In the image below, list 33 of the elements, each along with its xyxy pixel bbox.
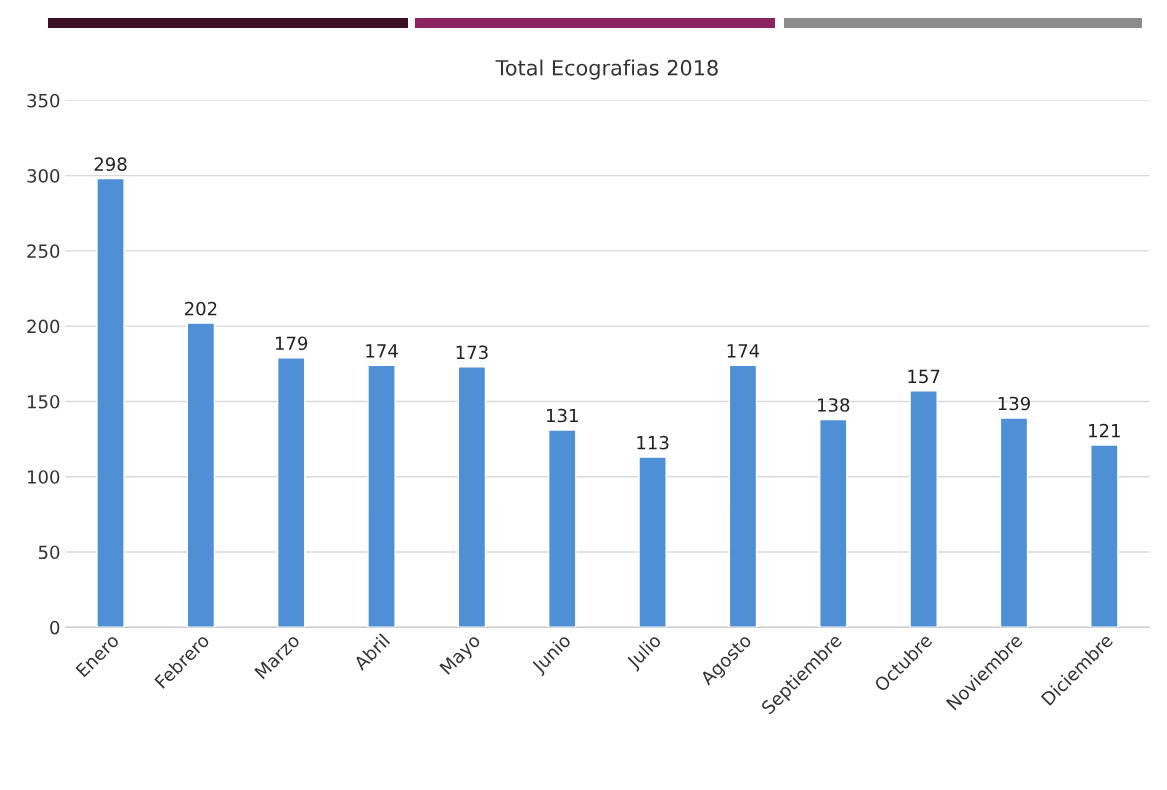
bar (276, 357, 306, 628)
y-tick-label: 50 (38, 545, 60, 560)
bar (728, 364, 758, 628)
y-tick-label: 350 (27, 93, 60, 108)
bar (457, 366, 487, 628)
bar (819, 418, 848, 628)
bar (367, 364, 396, 628)
y-tick-label: 0 (50, 620, 60, 635)
bar (96, 177, 125, 628)
bar (638, 456, 667, 628)
y-tick-label: 100 (28, 470, 60, 484)
data-label: 202 (184, 301, 217, 316)
y-tick-label: 200 (27, 319, 60, 334)
bar (999, 417, 1029, 628)
data-label: 139 (998, 396, 1030, 411)
y-tick-label: 250 (27, 244, 60, 258)
data-label: 174 (366, 344, 398, 358)
data-label: 298 (94, 157, 127, 171)
data-label: 121 (1089, 423, 1120, 438)
data-label: 131 (547, 408, 578, 423)
data-label: 113 (637, 435, 669, 450)
y-tick-label: 150 (28, 394, 60, 409)
data-label: 173 (456, 345, 488, 360)
data-label: 138 (818, 398, 850, 412)
bar (186, 322, 216, 628)
bar (548, 429, 577, 628)
data-label: 174 (727, 344, 760, 358)
chart-title: Total Ecografias 2018 (495, 59, 718, 80)
bar (909, 390, 938, 628)
y-tick-label: 300 (27, 169, 60, 183)
data-label: 157 (908, 369, 940, 384)
data-label: 179 (275, 336, 308, 351)
bar (1090, 444, 1119, 628)
